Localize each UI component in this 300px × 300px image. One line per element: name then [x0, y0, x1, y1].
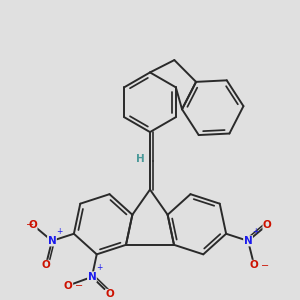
- Text: N: N: [48, 236, 56, 246]
- Text: N: N: [88, 272, 96, 282]
- Text: +: +: [96, 263, 102, 272]
- Text: O: O: [64, 280, 73, 290]
- Text: H: H: [136, 154, 145, 164]
- Text: O: O: [28, 220, 37, 230]
- Text: N: N: [244, 236, 252, 246]
- Text: −: −: [75, 281, 83, 291]
- Text: −: −: [26, 220, 34, 230]
- Text: O: O: [263, 220, 272, 230]
- Text: O: O: [41, 260, 50, 270]
- Text: +: +: [56, 227, 62, 236]
- Text: O: O: [106, 290, 114, 299]
- Text: −: −: [261, 261, 269, 271]
- Text: O: O: [250, 260, 259, 270]
- Text: +: +: [252, 227, 258, 236]
